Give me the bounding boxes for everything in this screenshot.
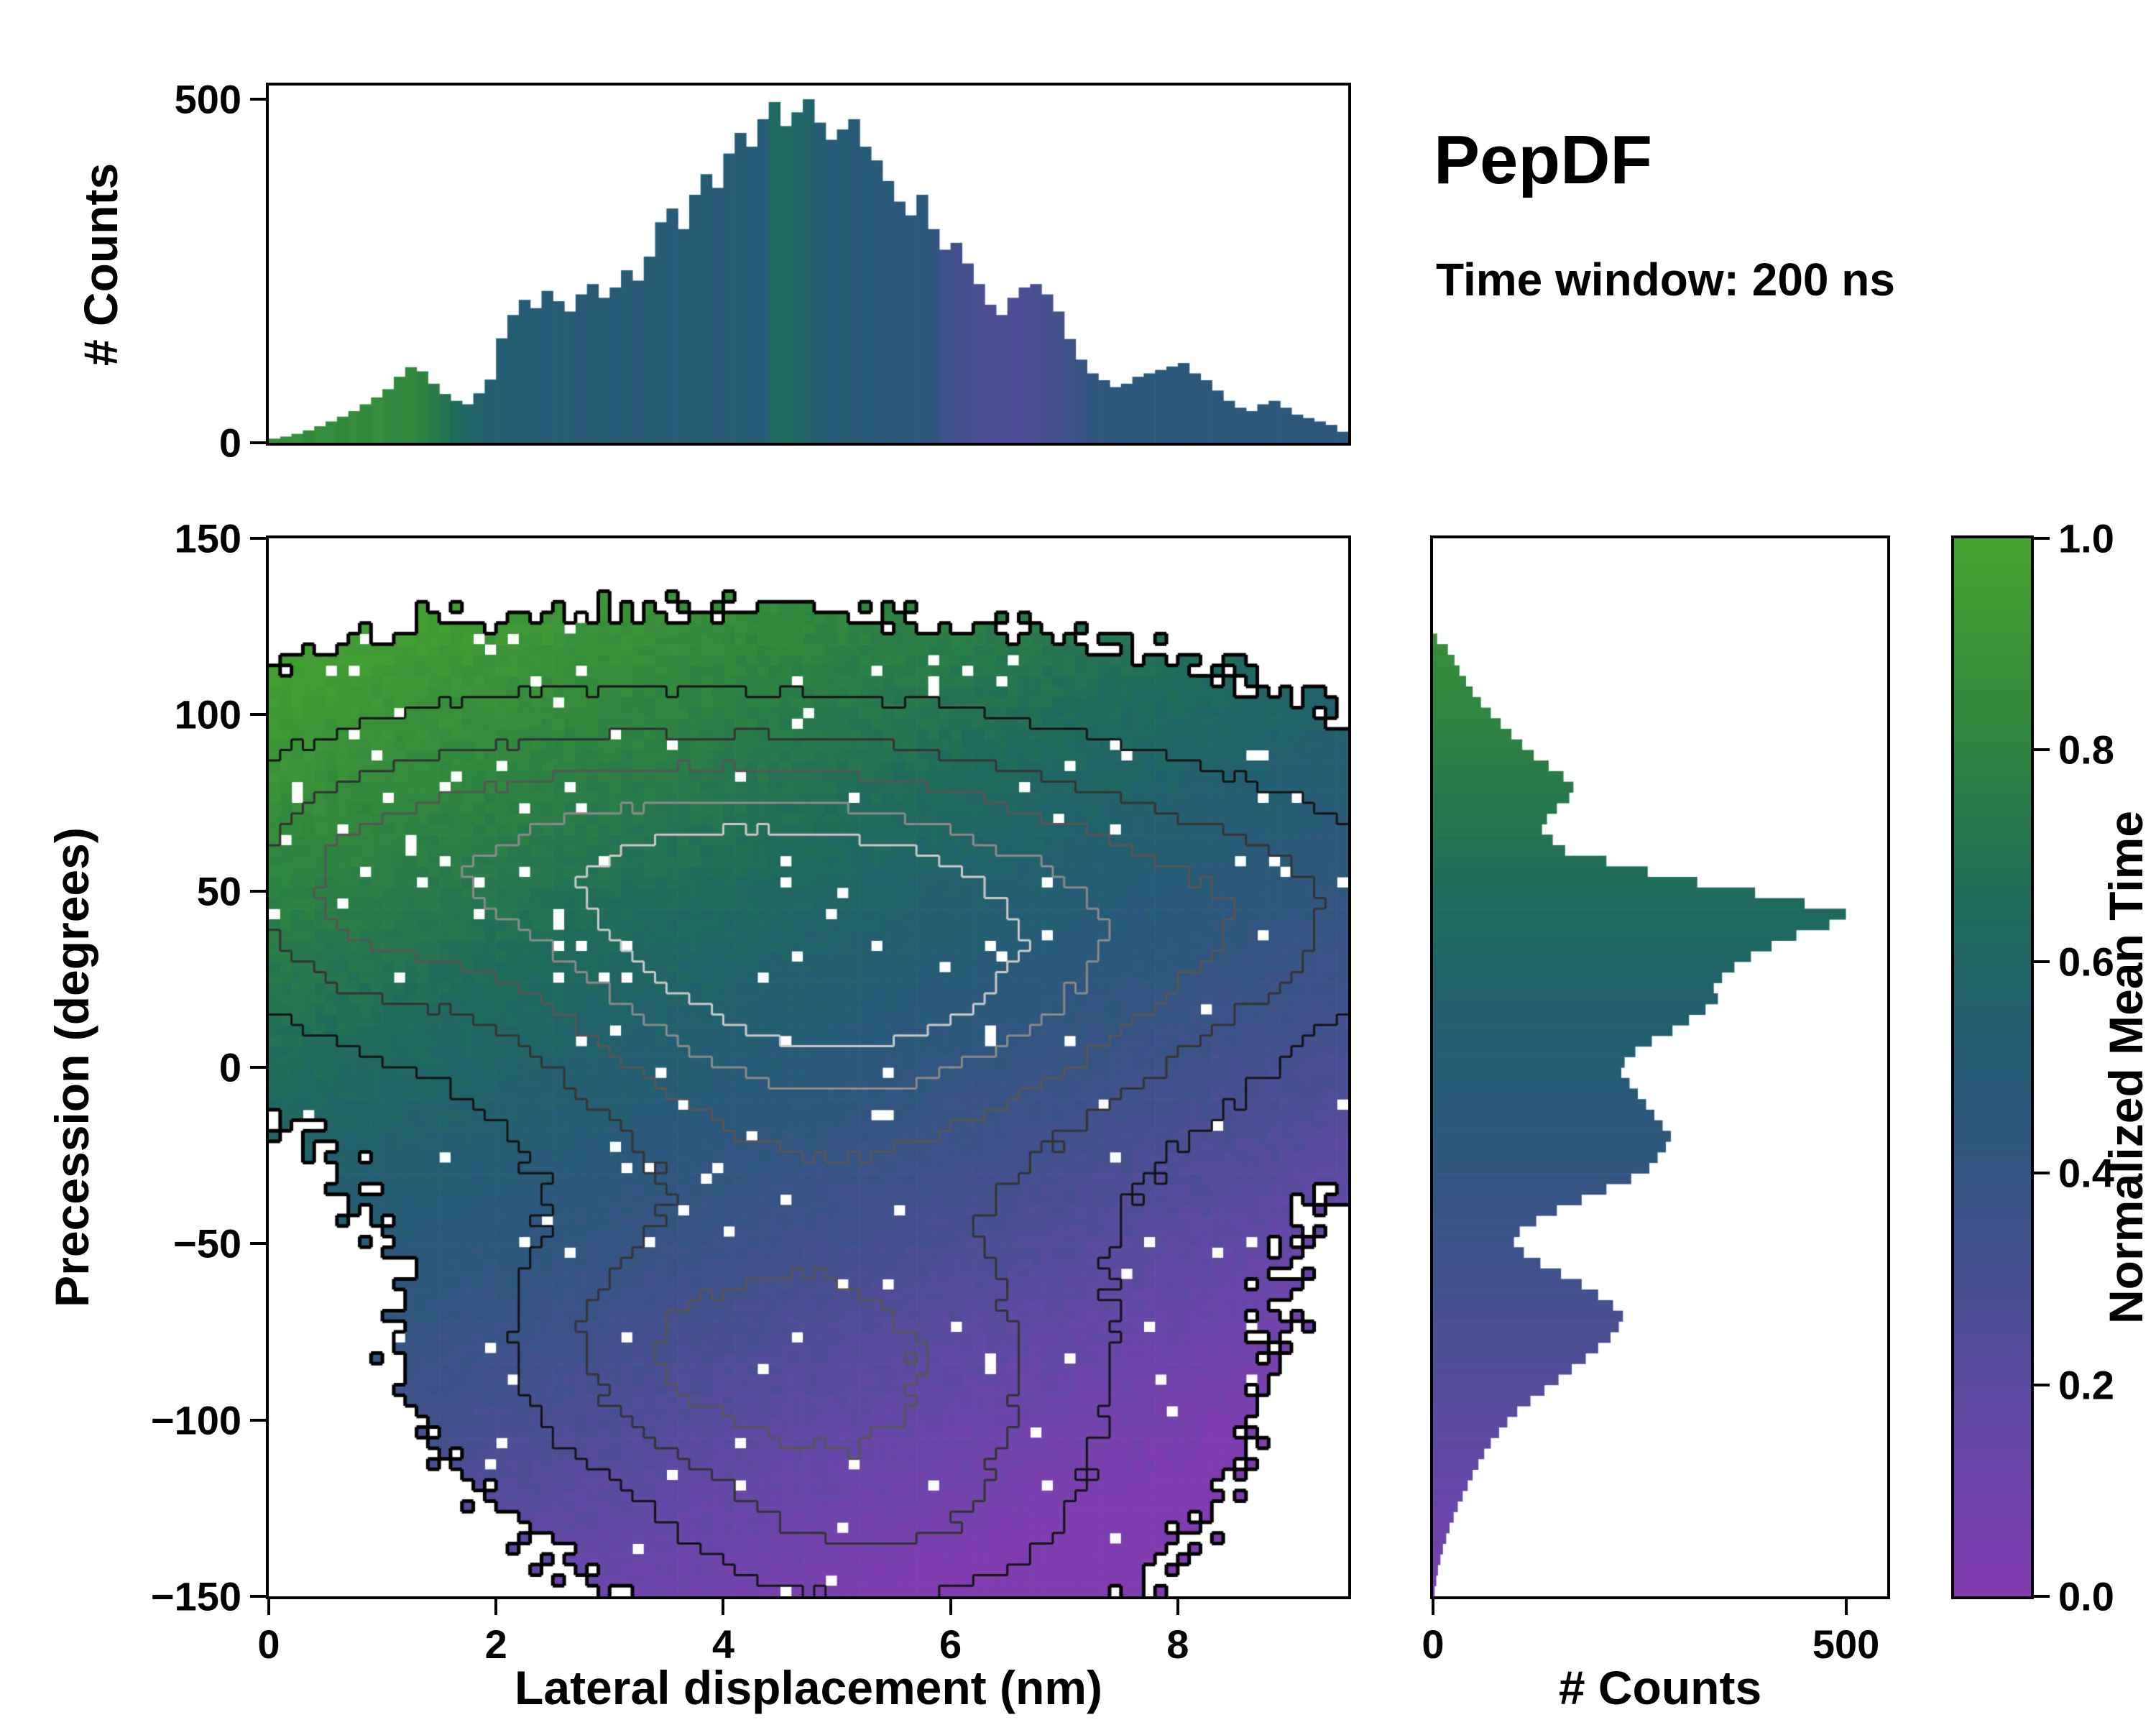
- tick-mark: [2034, 1172, 2050, 1175]
- main-heatmap-canvas: [269, 538, 1348, 1596]
- tick-mark: [2034, 1595, 2050, 1598]
- tick-mark: [2034, 960, 2050, 963]
- main-xtick: 8: [1166, 1622, 1189, 1667]
- main-xtick: 0: [257, 1622, 280, 1667]
- main-ytick: −50: [173, 1220, 241, 1266]
- right-hist-xtick: 0: [1422, 1622, 1445, 1667]
- tick-mark: [250, 713, 266, 717]
- tick-mark: [2034, 748, 2050, 752]
- colorbar: [1951, 535, 2034, 1599]
- top-hist-ytick: 0: [218, 420, 241, 466]
- tick-mark: [2034, 537, 2050, 540]
- tick-mark: [250, 1242, 266, 1246]
- colorbar-tick: 0.6: [2058, 939, 2114, 985]
- tick-mark: [250, 889, 266, 893]
- top-histogram-ylabel: # Counts: [74, 162, 127, 367]
- tick-mark: [250, 441, 266, 444]
- tick-mark: [494, 1599, 498, 1615]
- main-xlabel: Lateral displacement (nm): [515, 1661, 1102, 1714]
- main-heatmap-panel: [266, 535, 1351, 1599]
- tick-mark: [250, 1418, 266, 1422]
- colorbar-tick: 1.0: [2058, 515, 2114, 561]
- main-ylabel: Precession (degrees): [45, 827, 98, 1307]
- main-xtick: 4: [711, 1622, 734, 1667]
- right-histogram-panel: [1430, 535, 1890, 1599]
- tick-mark: [1432, 1599, 1434, 1615]
- tick-mark: [1176, 1599, 1179, 1615]
- main-ytick: 150: [174, 515, 241, 561]
- tick-mark: [1844, 1599, 1848, 1615]
- main-ytick: −150: [150, 1573, 241, 1619]
- right-histogram-xlabel: # Counts: [1558, 1661, 1762, 1714]
- main-xtick: 6: [939, 1622, 962, 1667]
- colorbar-canvas: [1954, 538, 2031, 1596]
- top-histogram-canvas: [269, 86, 1348, 443]
- right-hist-xtick: 500: [1812, 1622, 1880, 1667]
- tick-mark: [267, 1599, 270, 1615]
- main-xtick: 2: [484, 1622, 507, 1667]
- tick-mark: [250, 1595, 266, 1598]
- figure-subtitle: Time window: 200 ns: [1436, 254, 1895, 305]
- tick-mark: [250, 1066, 266, 1069]
- colorbar-tick: 0.4: [2058, 1150, 2114, 1196]
- colorbar-label: Normalized Mean Time: [2099, 811, 2152, 1324]
- colorbar-tick: 0.8: [2058, 727, 2114, 773]
- main-ytick: 50: [196, 868, 241, 914]
- colorbar-tick: 0.0: [2058, 1573, 2114, 1619]
- top-hist-ytick: 500: [174, 76, 241, 122]
- tick-mark: [2034, 1383, 2050, 1386]
- tick-mark: [250, 98, 266, 101]
- colorbar-tick: 0.2: [2058, 1362, 2114, 1408]
- tick-mark: [250, 537, 266, 540]
- tick-mark: [722, 1599, 725, 1615]
- main-ytick: 100: [174, 691, 241, 737]
- figure-title: PepDF: [1434, 121, 1653, 198]
- main-ytick: 0: [218, 1044, 241, 1090]
- right-histogram-canvas: [1433, 538, 1887, 1596]
- tick-mark: [949, 1599, 952, 1615]
- top-histogram-panel: [266, 83, 1351, 446]
- main-ytick: −100: [150, 1397, 241, 1443]
